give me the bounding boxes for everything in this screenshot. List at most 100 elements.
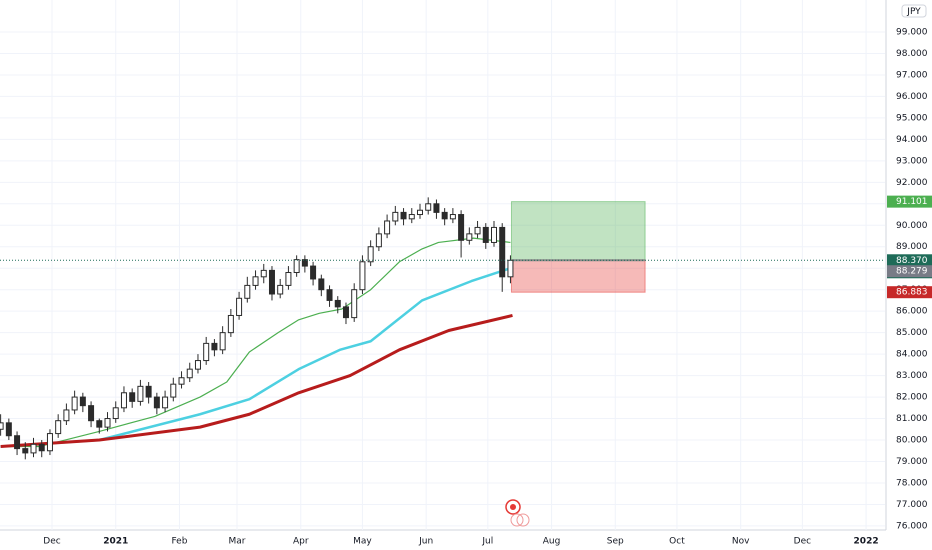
x-tick-label: Dec <box>43 537 60 547</box>
candle-body <box>375 233 382 248</box>
candle-body <box>203 342 210 362</box>
candle-body <box>63 409 70 422</box>
candle-body <box>499 226 506 278</box>
x-tick-label: Apr <box>293 537 309 547</box>
candle-body <box>367 246 374 263</box>
candle-body <box>186 368 193 379</box>
price-tag <box>887 286 932 299</box>
candle-body <box>285 272 292 286</box>
candle-body <box>38 443 45 452</box>
x-tick-label: 2021 <box>103 537 128 547</box>
candle-body <box>268 269 275 295</box>
candle-body <box>252 276 259 286</box>
x-tick-label: Jul <box>481 537 493 547</box>
candle-body <box>0 422 4 430</box>
candle-body <box>318 278 325 291</box>
x-tick-label: Feb <box>171 537 187 547</box>
y-tick-label: 79.000 <box>896 457 928 467</box>
event-circle[interactable] <box>516 513 530 527</box>
candle-body <box>88 405 95 422</box>
candle-body <box>14 435 21 450</box>
candle-body <box>359 261 366 291</box>
candle-body <box>293 259 300 274</box>
price-tag-label: 88.279 <box>896 267 928 277</box>
y-tick-label: 94.000 <box>896 135 928 145</box>
candle-body <box>137 385 144 402</box>
candle-body <box>22 448 29 454</box>
axes: 76.000 77.000 78.000 79.000 80.000 81.000 82.0… <box>0 27 932 547</box>
candle-body <box>236 297 243 316</box>
y-tick-label: 89.000 <box>896 242 928 252</box>
candle-body <box>71 396 78 411</box>
candle-body <box>400 211 407 220</box>
event-circle[interactable] <box>510 513 524 527</box>
y-tick-label: 86.000 <box>896 307 928 317</box>
price-tag-label: 88.370 <box>896 256 928 266</box>
loss-zone <box>510 259 646 293</box>
price-tag <box>887 195 932 208</box>
y-tick-label: 98.000 <box>896 49 928 59</box>
candle-body <box>46 433 53 452</box>
y-tick-label: 83.000 <box>896 371 928 381</box>
moving-average <box>0 314 513 448</box>
y-tick-label: 96.000 <box>896 92 928 102</box>
candle-body <box>96 420 103 428</box>
candle-body <box>55 420 62 435</box>
y-tick-label: 84.000 <box>896 350 928 360</box>
candle-body <box>408 214 415 220</box>
candle-body <box>277 284 284 295</box>
candle-body <box>162 396 169 409</box>
moving-average <box>0 267 511 448</box>
candle-body <box>449 214 456 220</box>
candle-body <box>30 443 37 454</box>
y-tick-label: 93.000 <box>896 156 928 166</box>
x-tick-label: 2022 <box>854 537 879 547</box>
price-tag <box>887 265 932 278</box>
candle-body <box>145 385 152 398</box>
candle-body <box>507 259 514 278</box>
currency-label: JPY <box>906 7 921 17</box>
y-tick-label: 90.000 <box>896 221 928 231</box>
candle-body <box>120 392 127 409</box>
currency-badge[interactable] <box>901 4 927 18</box>
candle-body <box>301 259 308 267</box>
candle-body <box>178 377 185 385</box>
x-tick-label: Nov <box>732 537 750 547</box>
candle-body <box>326 289 333 301</box>
candle-body <box>441 211 448 220</box>
candle-body <box>227 314 234 334</box>
candle-body <box>104 418 111 428</box>
candle-body <box>458 214 465 241</box>
y-tick-label: 92.000 <box>896 178 928 188</box>
y-tick-label: 77.000 <box>896 500 928 510</box>
candles <box>0 197 514 460</box>
candle-body <box>351 289 358 319</box>
y-tick-label: 97.000 <box>896 70 928 80</box>
price-tag-label: 91.101 <box>896 197 928 207</box>
candle-body <box>5 422 12 437</box>
candle-body <box>194 360 201 370</box>
x-tick-label: Jun <box>418 537 433 547</box>
candle-body <box>384 220 391 235</box>
candle-body <box>170 383 177 398</box>
candle-body <box>416 209 423 216</box>
x-tick-label: Mar <box>229 537 246 547</box>
event-icon <box>505 499 530 527</box>
candle-body <box>79 396 86 407</box>
price-tag-label: 86.883 <box>896 288 928 298</box>
candle-body <box>310 265 317 280</box>
x-tick-label: Dec <box>794 537 811 547</box>
candle-body <box>490 226 497 243</box>
y-tick-label: 82.000 <box>896 393 928 403</box>
candle-body <box>392 211 399 222</box>
candle-body <box>466 233 473 241</box>
candle-body <box>112 407 119 420</box>
candle-body <box>211 342 218 351</box>
candle-body <box>342 306 349 319</box>
x-tick-label: Aug <box>543 537 561 547</box>
grid <box>0 0 885 530</box>
candle-body <box>219 332 226 351</box>
x-tick-label: May <box>353 537 372 547</box>
